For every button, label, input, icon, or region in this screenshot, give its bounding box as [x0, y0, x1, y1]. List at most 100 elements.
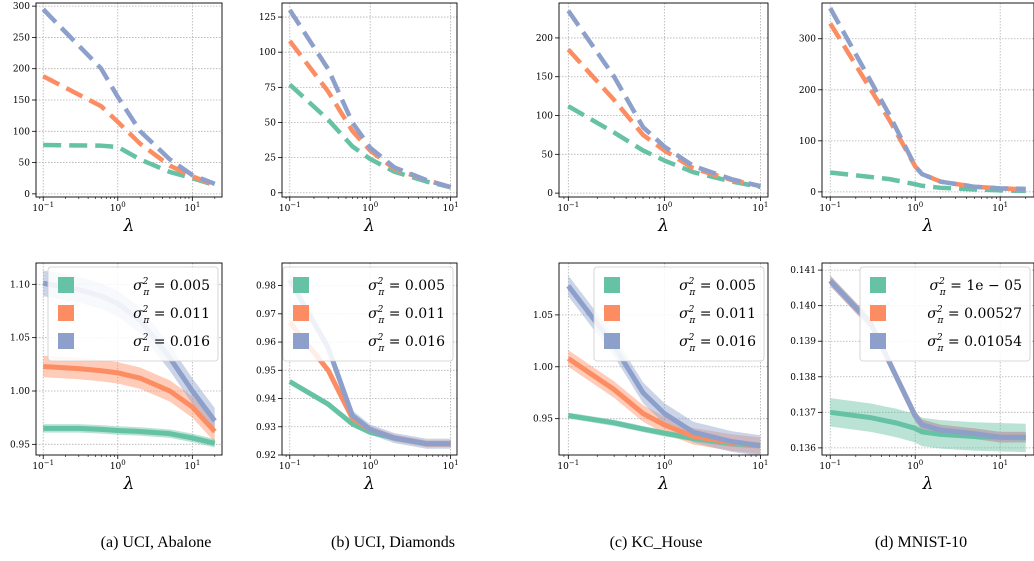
- x-axis-label: λ: [657, 474, 669, 494]
- x-axis-label: λ: [922, 216, 934, 236]
- axes-frame: [821, 262, 1034, 456]
- legend-label: σ2 π = 0.005: [679, 277, 756, 298]
- y-tick-label: 0.97: [256, 310, 276, 320]
- y-tick-label: 50: [265, 118, 277, 128]
- plot-area: [41, 7, 216, 188]
- axes-frame: [281, 2, 458, 198]
- y-tick-label: 100: [13, 127, 30, 137]
- legend: σ2 π = 1e − 05 σ2 π = 0.00527 σ2 π = 0.01054: [859, 266, 1031, 362]
- panel-b-bottom: 10−1 100 101 0.92 0.93 0.94 0.95 0.96 0.97 0.98 λ σ…: [256, 262, 459, 494]
- legend-swatch: [604, 305, 620, 321]
- legend-swatch: [870, 305, 886, 321]
- y-tick-label: 0: [24, 190, 30, 200]
- x-axis-label: λ: [922, 474, 934, 494]
- legend: σ2 π = 0.005 σ2 π = 0.011 σ2 π = 0.016: [47, 266, 219, 362]
- legend-label: σ2 π = 0.005: [368, 277, 445, 298]
- series-1-band: [43, 355, 215, 443]
- y-tick-label: 125: [259, 13, 276, 23]
- plot-area: [566, 9, 761, 190]
- x-axis-label: λ: [123, 474, 135, 494]
- x-tick-label: 10−1: [279, 459, 301, 472]
- legend-swatch: [58, 333, 74, 349]
- y-tick-label: 0.95: [256, 366, 276, 376]
- y-tick-label: 300: [13, 2, 30, 12]
- y-tick-label: 150: [13, 96, 30, 106]
- caption-b: (b) UCI, Diamonds: [331, 534, 455, 551]
- x-tick-label: 101: [184, 459, 200, 472]
- y-tick-label: 1.10: [10, 280, 30, 290]
- legend-swatch: [604, 333, 620, 349]
- legend-label: σ2 π = 0.011: [133, 305, 210, 326]
- x-tick-label: 10−1: [819, 459, 841, 472]
- series-2-band: [568, 275, 761, 455]
- x-axis-label: λ: [123, 216, 135, 236]
- x-tick-label: 101: [443, 201, 459, 214]
- series-0-line: [43, 425, 216, 446]
- axes-frame: [281, 262, 458, 456]
- legend-swatch: [293, 305, 309, 321]
- y-tick-label: 200: [13, 65, 30, 75]
- axes-frame: [821, 2, 1034, 198]
- legend-label: σ2 π = 0.011: [368, 305, 445, 326]
- series-2-line: [287, 8, 452, 190]
- x-tick-label: 100: [110, 201, 126, 214]
- legend-box: [47, 266, 219, 362]
- plot-area: [828, 7, 1026, 194]
- legend-swatch: [293, 333, 309, 349]
- axes-frame: [558, 2, 769, 198]
- x-tick-label: 101: [752, 459, 768, 472]
- panel-b-top: 10−1 100 101 0 25 50 75 100 125 λ: [259, 2, 459, 236]
- y-tick-label: 100: [536, 112, 553, 122]
- y-tick-label: 0: [810, 188, 816, 198]
- legend-swatch: [870, 277, 886, 293]
- y-tick-label: 0.140: [790, 302, 816, 312]
- x-tick-label: 10−1: [32, 459, 54, 472]
- legend-label: σ2 π = 1e − 05: [930, 277, 1023, 298]
- legend-swatch: [293, 277, 309, 293]
- series-0-line: [288, 82, 452, 190]
- y-tick-label: 100: [259, 48, 276, 58]
- legend-label: σ2 π = 0.016: [133, 333, 210, 354]
- y-tick-label: 250: [13, 33, 30, 43]
- series-1-line: [43, 363, 217, 434]
- y-tick-label: 0: [270, 189, 276, 199]
- y-tick-label: 0.93: [256, 423, 276, 433]
- axes-frame: [35, 262, 223, 456]
- y-tick-label: 100: [799, 137, 816, 147]
- series-2-line: [41, 7, 216, 186]
- x-tick-label: 101: [992, 459, 1008, 472]
- legend-label: σ2 π = 0.016: [368, 333, 445, 354]
- x-axis-label: λ: [363, 474, 375, 494]
- x-tick-label: 100: [656, 201, 672, 214]
- y-tick-label: 0.96: [256, 338, 276, 348]
- x-tick-label: 100: [656, 459, 672, 472]
- series-0-line: [567, 104, 761, 190]
- x-tick-label: 101: [443, 459, 459, 472]
- series-2-line: [828, 7, 1026, 192]
- x-tick-label: 10−1: [279, 201, 301, 214]
- legend-label: σ2 π = 0.01054: [927, 333, 1022, 354]
- x-tick-label: 101: [752, 201, 768, 214]
- legend: σ2 π = 0.005 σ2 π = 0.011 σ2 π = 0.016: [593, 266, 765, 362]
- x-tick-label: 100: [362, 459, 378, 472]
- y-tick-label: 300: [799, 35, 816, 45]
- legend-label: σ2 π = 0.011: [679, 305, 756, 326]
- x-tick-label: 100: [110, 459, 126, 472]
- x-tick-label: 10−1: [32, 201, 54, 214]
- caption-c: (c) KC_House: [610, 534, 703, 551]
- y-tick-label: 200: [799, 86, 816, 96]
- legend-label: σ2 π = 0.005: [133, 277, 210, 298]
- y-tick-label: 25: [265, 154, 277, 164]
- panel-a-top: 10−1 100 101 0 50 100 150 200 250 300 λ: [13, 2, 223, 236]
- x-tick-label: 10−1: [819, 201, 841, 214]
- legend-box: [859, 266, 1031, 362]
- series-2-line: [566, 9, 761, 189]
- y-tick-label: 0.98: [256, 282, 276, 292]
- y-tick-label: 50: [19, 159, 31, 169]
- y-tick-label: 200: [536, 34, 553, 44]
- plot-area: [566, 275, 761, 455]
- y-tick-label: 75: [265, 83, 277, 93]
- axes-frame: [558, 262, 769, 456]
- y-tick-label: 0.138: [790, 373, 816, 383]
- series-0-line: [288, 379, 451, 447]
